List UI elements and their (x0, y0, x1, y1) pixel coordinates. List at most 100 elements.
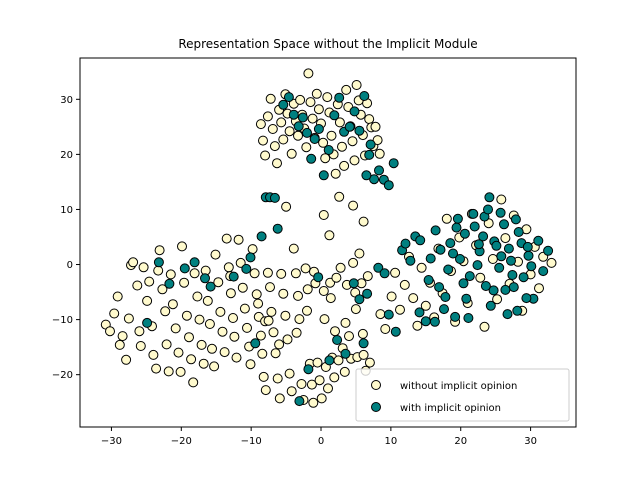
point-without-141 (296, 95, 305, 104)
point-without-42 (203, 296, 212, 305)
y-tick-label: 20 (60, 150, 73, 161)
point-without-166 (348, 137, 357, 146)
y-tick-label: 10 (60, 205, 73, 216)
point-with-71 (470, 222, 479, 231)
point-without-34 (187, 355, 196, 364)
point-with-113 (464, 314, 473, 323)
point-without-213 (476, 273, 485, 282)
point-with-82 (524, 251, 533, 260)
point-with-117 (474, 240, 483, 249)
point-with-50 (359, 339, 368, 348)
point-without-10 (133, 281, 142, 290)
point-without-11 (135, 327, 144, 336)
point-without-19 (154, 266, 163, 275)
point-with-100 (453, 214, 462, 223)
point-without-25 (166, 270, 175, 279)
point-without-193 (391, 268, 400, 277)
point-without-14 (143, 296, 152, 305)
point-without-214 (480, 322, 489, 331)
point-with-109 (522, 294, 531, 303)
point-without-64 (248, 245, 257, 254)
point-without-161 (338, 142, 347, 151)
point-without-186 (331, 327, 340, 336)
point-without-150 (314, 105, 323, 114)
point-without-108 (336, 263, 345, 272)
point-with-21 (303, 128, 312, 137)
point-without-179 (375, 149, 384, 158)
point-without-68 (256, 331, 265, 340)
point-without-227 (535, 284, 544, 293)
point-with-69 (460, 229, 469, 238)
point-without-36 (190, 269, 199, 278)
point-without-125 (261, 151, 270, 160)
point-without-136 (285, 127, 294, 136)
point-with-95 (501, 285, 510, 294)
point-with-89 (449, 249, 458, 258)
point-without-37 (193, 292, 202, 301)
point-without-237 (335, 192, 344, 201)
point-with-70 (465, 272, 474, 281)
point-with-6 (206, 282, 215, 291)
x-tick-label: 20 (454, 436, 467, 447)
point-without-2 (110, 309, 119, 318)
point-without-57 (234, 235, 243, 244)
point-without-63 (246, 360, 255, 369)
point-without-195 (400, 280, 409, 289)
point-without-229 (547, 258, 556, 267)
point-without-95 (309, 398, 318, 407)
point-without-26 (168, 300, 177, 309)
point-with-7 (229, 272, 238, 281)
point-without-99 (317, 394, 326, 403)
point-without-140 (294, 131, 303, 140)
point-with-48 (349, 279, 358, 288)
point-without-183 (292, 328, 301, 337)
point-without-107 (334, 356, 343, 365)
point-without-182 (275, 340, 284, 349)
point-without-124 (259, 136, 268, 145)
point-with-39 (389, 159, 398, 168)
point-without-17 (149, 350, 158, 359)
point-with-102 (484, 205, 493, 214)
point-with-116 (489, 286, 498, 295)
point-without-216 (488, 255, 497, 264)
point-without-23 (162, 340, 171, 349)
point-with-9 (246, 253, 255, 262)
point-without-38 (195, 315, 204, 324)
point-without-236 (325, 231, 334, 240)
point-without-185 (320, 315, 329, 324)
point-without-5 (115, 340, 124, 349)
point-without-78 (275, 394, 284, 403)
point-without-12 (136, 342, 145, 351)
point-with-57 (401, 239, 410, 248)
point-with-19 (294, 122, 303, 131)
point-without-20 (155, 246, 164, 255)
point-with-38 (384, 181, 393, 190)
point-without-123 (256, 120, 265, 129)
x-tick-label: 0 (318, 436, 324, 447)
point-without-117 (355, 249, 364, 258)
point-without-219 (501, 234, 510, 243)
x-tick-label: −20 (171, 436, 192, 447)
y-tick-label: 30 (60, 95, 73, 106)
point-without-218 (497, 195, 506, 204)
point-with-60 (416, 236, 425, 245)
legend: without implicit opinion with implicit o… (356, 369, 569, 421)
point-without-31 (180, 278, 189, 287)
point-with-2 (165, 279, 174, 288)
x-tick-label: −10 (241, 436, 262, 447)
point-without-105 (330, 373, 339, 382)
point-with-0 (143, 318, 152, 327)
point-with-53 (380, 269, 389, 278)
point-with-20 (298, 113, 307, 122)
point-with-26 (324, 146, 333, 155)
legend-marker-without (372, 381, 381, 390)
point-without-144 (302, 143, 311, 152)
point-without-92 (303, 285, 312, 294)
point-with-87 (415, 308, 424, 317)
point-without-71 (261, 386, 270, 395)
point-without-59 (238, 283, 247, 292)
point-with-81 (519, 273, 528, 282)
point-without-168 (352, 81, 361, 90)
point-without-1 (106, 327, 115, 336)
point-without-119 (359, 350, 368, 359)
